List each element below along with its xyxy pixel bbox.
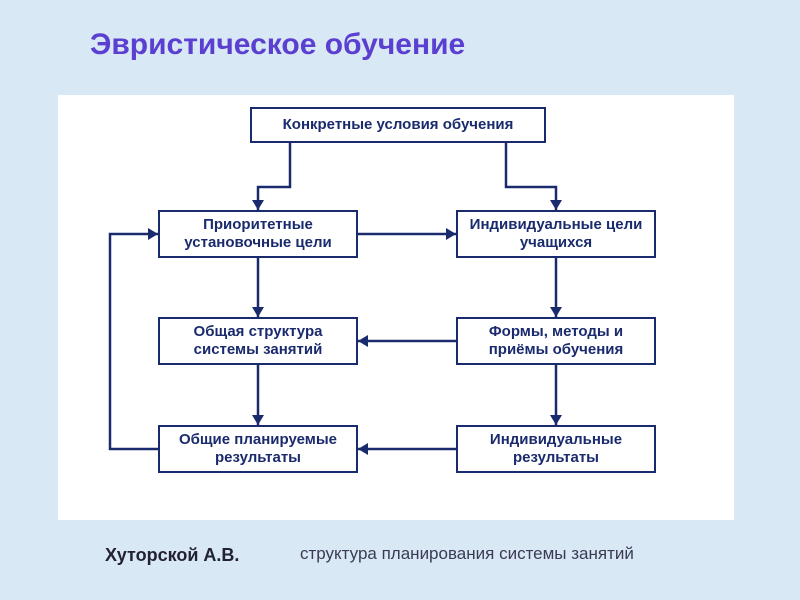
node-r3: Индивидуальные результаты [456, 425, 656, 473]
arrowhead-icon [252, 200, 264, 210]
edge-top-r1 [506, 143, 556, 210]
arrowhead-icon [446, 228, 456, 240]
arrowhead-icon [358, 443, 368, 455]
arrowhead-icon [148, 228, 158, 240]
arrowhead-icon [252, 415, 264, 425]
node-l2: Общая структура системы занятий [158, 317, 358, 365]
page-title: Эвристическое обучение [90, 28, 465, 62]
arrowhead-icon [252, 307, 264, 317]
diagram-panel: Конкретные условия обучения Приоритетные … [58, 95, 734, 520]
edge-l3-l1 [110, 234, 158, 449]
arrowhead-icon [550, 200, 562, 210]
node-top: Конкретные условия обучения [250, 107, 546, 143]
node-l3: Общие планируемые результаты [158, 425, 358, 473]
author-label: Хуторской А.В. [105, 545, 239, 566]
node-r1: Индивидуальные цели учащихся [456, 210, 656, 258]
arrowhead-icon [550, 307, 562, 317]
arrowhead-icon [358, 335, 368, 347]
edge-top-l1 [258, 143, 290, 210]
node-r2: Формы, методы и приёмы обучения [456, 317, 656, 365]
node-l1: Приоритетные установочные цели [158, 210, 358, 258]
subtitle-label: структура планирования системы занятий [300, 544, 634, 564]
arrowhead-icon [550, 415, 562, 425]
